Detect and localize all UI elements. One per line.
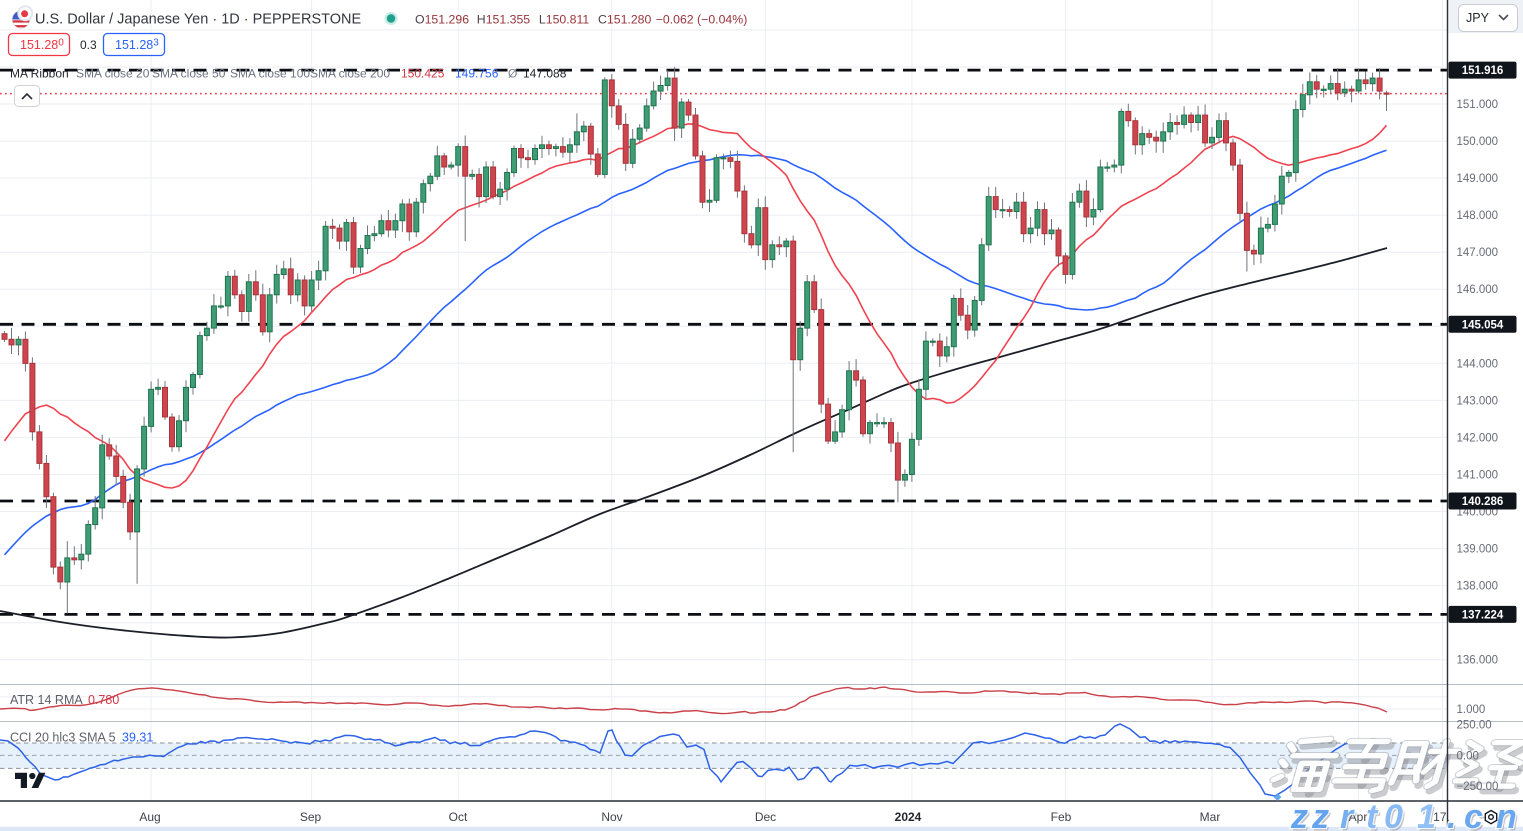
svg-text:140.286: 140.286 xyxy=(1462,496,1504,508)
svg-text:2024: 2024 xyxy=(895,810,922,824)
svg-text:151.280: 151.280 xyxy=(20,38,64,53)
svg-text:146.000: 146.000 xyxy=(1457,284,1499,296)
svg-text:.: . xyxy=(1449,801,1458,831)
svg-text:O151.296: O151.296 xyxy=(415,13,469,27)
svg-text:c: c xyxy=(1466,801,1485,831)
svg-text:z: z xyxy=(1292,801,1310,831)
svg-text:Mar: Mar xyxy=(1200,810,1221,824)
svg-text:Oct: Oct xyxy=(449,810,468,824)
svg-text:141.000: 141.000 xyxy=(1457,469,1499,481)
svg-text:r: r xyxy=(1340,798,1355,831)
svg-text:39.31: 39.31 xyxy=(122,731,153,745)
svg-text:U.S. Dollar / Japanese Yen · 1: U.S. Dollar / Japanese Yen · 1D · PEPPER… xyxy=(35,12,361,28)
svg-text:0.3: 0.3 xyxy=(80,38,97,52)
svg-text:151.283: 151.283 xyxy=(115,38,159,53)
svg-text:SMA close 50: SMA close 50 xyxy=(152,67,226,81)
svg-text:Apr: Apr xyxy=(1349,810,1368,824)
svg-text:Nov: Nov xyxy=(601,810,622,824)
svg-text:−0.062 (−0.04%): −0.062 (−0.04%) xyxy=(656,13,748,27)
svg-text:136.000: 136.000 xyxy=(1457,655,1499,667)
svg-text:151.000: 151.000 xyxy=(1457,99,1499,111)
svg-text:250.00: 250.00 xyxy=(1457,719,1492,731)
svg-text:.: . xyxy=(1447,798,1456,831)
svg-text:144.000: 144.000 xyxy=(1457,358,1499,370)
svg-text:149.000: 149.000 xyxy=(1457,173,1499,185)
svg-text:138.000: 138.000 xyxy=(1457,581,1499,593)
svg-text:149.756: 149.756 xyxy=(455,67,499,81)
svg-text:139.000: 139.000 xyxy=(1457,544,1499,556)
svg-text:r: r xyxy=(1342,801,1357,831)
svg-text:17.: 17. xyxy=(1433,810,1450,824)
svg-text:Ø: Ø xyxy=(508,67,517,81)
svg-text:Aug: Aug xyxy=(139,810,160,824)
svg-text:Feb: Feb xyxy=(1051,810,1072,824)
svg-text:143.000: 143.000 xyxy=(1457,395,1499,407)
svg-text:ATR 14 RMA: ATR 14 RMA xyxy=(10,693,83,707)
svg-text:150.425: 150.425 xyxy=(401,67,445,81)
svg-text:SMA close 20: SMA close 20 xyxy=(76,67,150,81)
svg-text:L150.811: L150.811 xyxy=(539,13,590,27)
svg-text:1: 1 xyxy=(1419,801,1438,831)
svg-text:148.000: 148.000 xyxy=(1457,210,1499,222)
svg-text:z: z xyxy=(1311,798,1329,831)
svg-text:C151.280: C151.280 xyxy=(598,13,652,27)
svg-text:z: z xyxy=(1290,798,1308,831)
svg-text:−250.00: −250.00 xyxy=(1457,781,1499,793)
svg-text:H151.355: H151.355 xyxy=(477,13,531,27)
svg-text:t: t xyxy=(1368,801,1381,831)
svg-text:0.00: 0.00 xyxy=(1457,750,1479,762)
svg-text:147.088: 147.088 xyxy=(523,67,567,81)
svg-text:145.054: 145.054 xyxy=(1462,319,1504,331)
svg-text:c: c xyxy=(1464,798,1483,831)
svg-text:137.224: 137.224 xyxy=(1462,609,1504,621)
svg-text:JPY: JPY xyxy=(1466,11,1490,25)
svg-text:1: 1 xyxy=(1417,798,1436,831)
svg-text:142.000: 142.000 xyxy=(1457,432,1499,444)
svg-text:Dec: Dec xyxy=(755,810,776,824)
svg-text:0.780: 0.780 xyxy=(88,693,119,707)
svg-text:CCI 20 hlc3 SMA 5: CCI 20 hlc3 SMA 5 xyxy=(10,731,116,745)
svg-text:147.000: 147.000 xyxy=(1457,247,1499,259)
svg-text:1.000: 1.000 xyxy=(1457,704,1486,716)
svg-text:0: 0 xyxy=(1384,798,1403,831)
svg-text:t: t xyxy=(1366,798,1379,831)
svg-text:MA Ribbon: MA Ribbon xyxy=(10,67,69,81)
svg-text:SMA close 100: SMA close 100 xyxy=(230,67,310,81)
svg-text:n: n xyxy=(1498,801,1519,831)
svg-text:z: z xyxy=(1313,801,1331,831)
svg-text:0: 0 xyxy=(1386,801,1405,831)
svg-text:n: n xyxy=(1496,798,1517,831)
svg-text:151.916: 151.916 xyxy=(1462,65,1504,77)
svg-text:SMA close 200: SMA close 200 xyxy=(310,67,390,81)
svg-text:Sep: Sep xyxy=(300,810,322,824)
svg-text:150.000: 150.000 xyxy=(1457,136,1499,148)
